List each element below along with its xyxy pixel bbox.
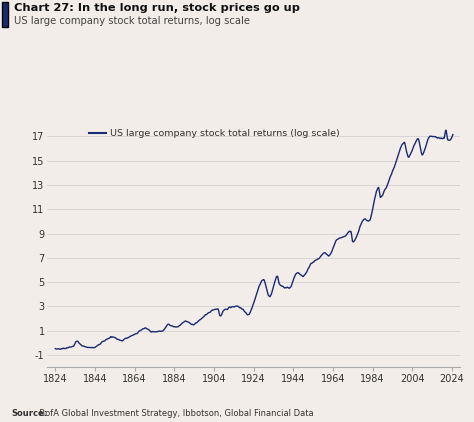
Legend: US large company stock total returns (log scale): US large company stock total returns (lo… xyxy=(85,125,343,142)
Text: US large company stock total returns, log scale: US large company stock total returns, lo… xyxy=(14,16,250,26)
Text: Source:: Source: xyxy=(12,409,48,418)
Text: Chart 27: In the long run, stock prices go up: Chart 27: In the long run, stock prices … xyxy=(14,3,300,13)
Text: BofA Global Investment Strategy, Ibbotson, Global Financial Data: BofA Global Investment Strategy, Ibbotso… xyxy=(34,409,314,418)
